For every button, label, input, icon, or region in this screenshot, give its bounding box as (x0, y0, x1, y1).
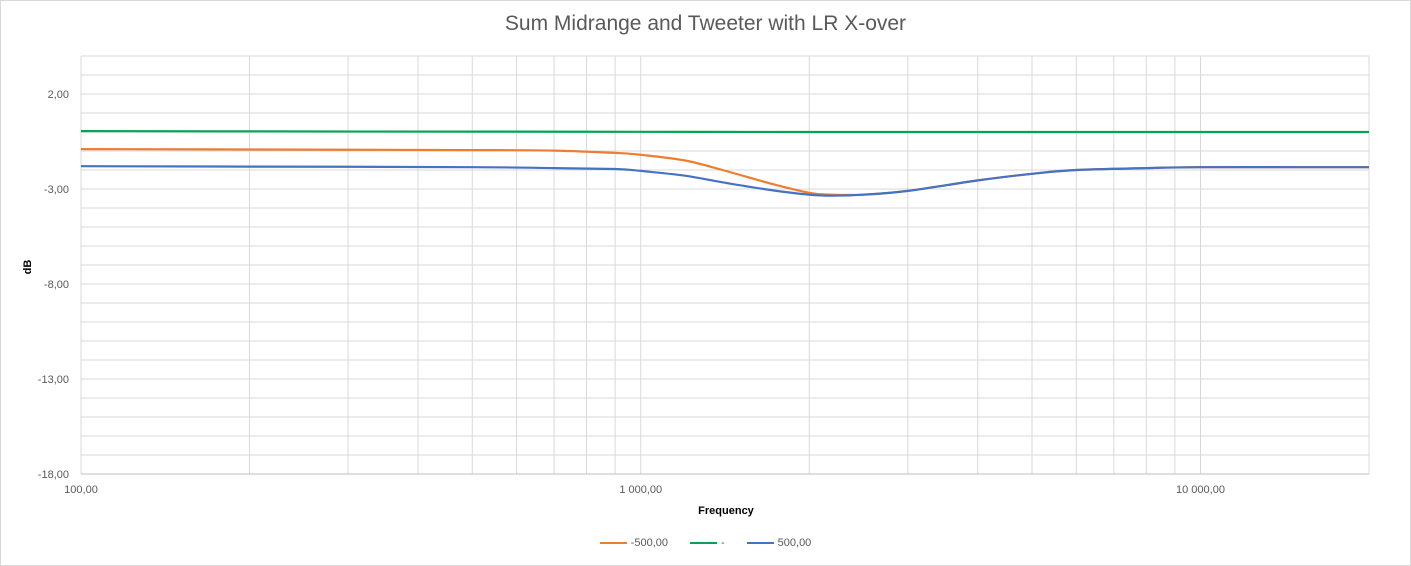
y-tick-label: 2,00 (48, 89, 69, 101)
y-axis-title: dB (22, 260, 34, 275)
y-tick-label: -3,00 (44, 184, 69, 196)
series-line (80, 148, 1369, 197)
legend-swatch (689, 542, 717, 544)
y-tick-label: -8,00 (44, 279, 69, 291)
legend-label: -500,00 (630, 537, 668, 549)
legend-label: 500,00 (777, 537, 812, 549)
x-tick-label: 100,00 (64, 484, 98, 496)
y-tick-label: -18,00 (38, 469, 69, 481)
x-axis-title: Frequency (698, 505, 755, 517)
legend-swatch (599, 542, 627, 544)
legend: -500,00-500,00 (0, 537, 1411, 549)
legend-item: -500,00 (599, 537, 668, 549)
legend-item: 500,00 (746, 537, 812, 549)
chart-title: Sum Midrange and Tweeter with LR X-over (504, 12, 907, 35)
series-line (80, 165, 1369, 197)
x-tick-label: 1 000,00 (619, 484, 662, 496)
legend-label: - (720, 537, 725, 549)
legend-item: - (689, 537, 725, 549)
x-tick-label: 10 000,00 (1176, 484, 1225, 496)
y-tick-label: -13,00 (38, 374, 69, 386)
legend-swatch (746, 542, 774, 544)
series-line (80, 130, 1369, 134)
